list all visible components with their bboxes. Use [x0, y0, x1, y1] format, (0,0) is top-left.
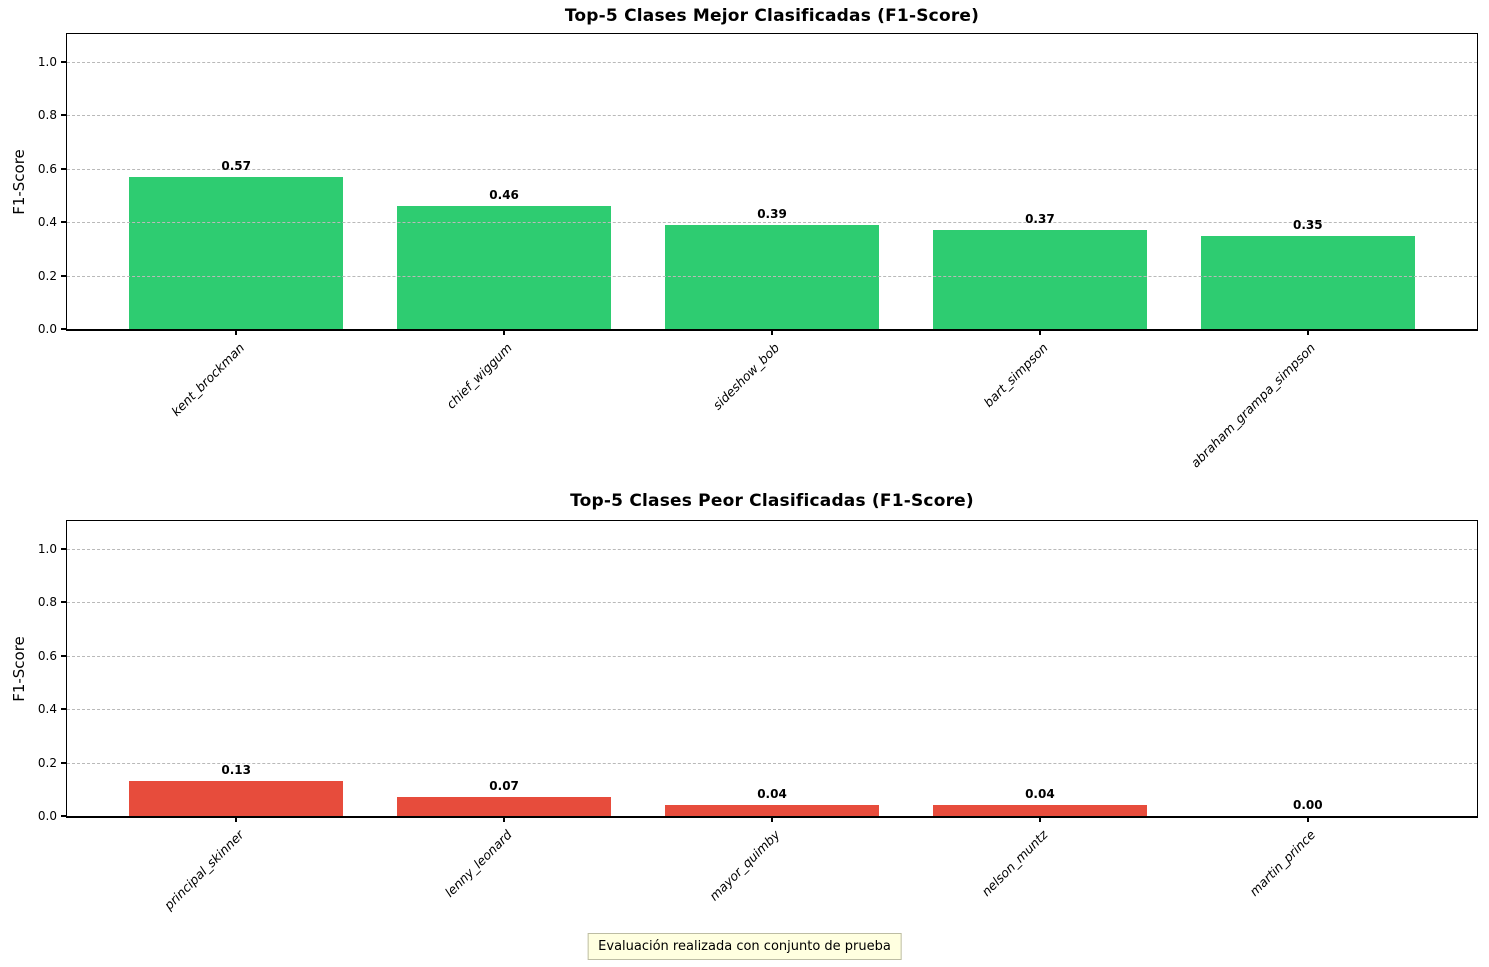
x-tick-mark [503, 329, 506, 335]
chart-top5-worst: Top-5 Clases Peor Clasificadas (F1-Score… [0, 487, 1489, 927]
y-tick-mark [61, 708, 67, 711]
y-tick-label: 0.2 [37, 755, 57, 770]
plot-area: 0.0 0.2 0.4 0.6 0.8 1.0 0.13 principal_skinner 0… [38, 520, 1478, 913]
y-tick-label: 0.8 [37, 595, 57, 610]
y-tick-mark [61, 61, 67, 64]
y-tick-label: 0.4 [37, 215, 57, 230]
footer-note: Evaluación realizada con conjunto de pru… [587, 933, 902, 960]
y-tick-mark [61, 167, 67, 170]
bar-value-label: 0.46 [489, 188, 519, 203]
gridline [67, 762, 1477, 764]
bar [1200, 235, 1415, 329]
bar [664, 224, 880, 329]
x-tick-mark [1038, 329, 1041, 335]
x-tick-mark [1038, 816, 1041, 822]
x-tick-label: martin_prince [1246, 827, 1319, 899]
bar-value-label: 0.04 [1025, 787, 1055, 802]
x-tick-label: bart_simpson [980, 340, 1051, 411]
y-axis-label: F1-Score [10, 149, 29, 215]
bar-value-label: 0.04 [757, 787, 787, 802]
bar-value-label: 0.35 [1292, 217, 1323, 232]
bar [129, 176, 344, 329]
bar [129, 781, 344, 816]
y-tick-label: 0.4 [37, 702, 57, 717]
chart-top5-best: Top-5 Clases Mejor Clasificadas (F1-Scor… [10, 6, 1478, 470]
gridline [67, 168, 1477, 170]
x-tick-mark [503, 816, 506, 822]
gridline [67, 655, 1477, 657]
y-tick-label: 0.0 [37, 322, 57, 336]
x-tick-label: lenny_leonard [441, 827, 515, 900]
gridline [67, 62, 1477, 64]
x-tick-label: mayor_quimby [706, 827, 783, 904]
x-tick-label: abraham_grampa_simpson [1188, 340, 1319, 471]
bar [932, 230, 1148, 329]
x-tick-label: kent_brockman [167, 340, 247, 419]
x-tick-label: sideshow_bob [709, 340, 783, 413]
bar [932, 805, 1148, 816]
y-tick-mark [61, 328, 67, 330]
x-tick-label: chief_wiggum [443, 340, 515, 412]
x-tick-mark [235, 816, 238, 822]
y-tick-mark [61, 548, 67, 551]
y-tick-label: 0.6 [37, 648, 57, 663]
y-tick-mark [61, 815, 67, 817]
y-tick-mark [61, 221, 67, 224]
x-tick-mark [235, 329, 238, 335]
y-tick-mark [61, 761, 67, 764]
y-tick-mark [61, 654, 67, 657]
gridline [67, 115, 1477, 117]
bar-value-label: 0.57 [221, 158, 251, 173]
y-tick-mark [61, 601, 67, 604]
chart-title: Top-5 Clases Peor Clasificadas (F1-Score… [570, 491, 974, 511]
chart-title: Top-5 Clases Mejor Clasificadas (F1-Scor… [564, 6, 980, 26]
bar [664, 805, 880, 816]
bar [396, 206, 612, 329]
y-tick-label: 0.2 [37, 268, 57, 283]
bar-value-label: 0.37 [1025, 212, 1055, 227]
y-tick-label: 0.6 [37, 161, 57, 176]
y-tick-mark [61, 114, 67, 117]
y-tick-label: 0.8 [37, 108, 57, 123]
gridline [67, 549, 1477, 551]
x-tick-label: principal_skinner [161, 827, 247, 913]
x-tick-mark [771, 816, 773, 822]
x-tick-mark [771, 329, 773, 335]
y-tick-label: 1.0 [37, 542, 57, 557]
bar-value-label: 0.13 [221, 763, 251, 778]
x-tick-mark [1306, 329, 1309, 335]
bar-value-label: 0.39 [757, 206, 787, 221]
bar-value-label: 0.07 [489, 779, 519, 794]
y-axis-label: F1-Score [10, 636, 29, 702]
y-tick-mark [61, 274, 67, 277]
gridline [67, 222, 1477, 224]
bar-value-label: 0.00 [1292, 798, 1323, 812]
y-tick-label: 0.0 [37, 809, 57, 823]
y-tick-label: 1.0 [37, 55, 57, 70]
x-tick-label: nelson_muntz [978, 827, 1051, 900]
gridline [67, 709, 1477, 711]
plot-area: 0.0 0.2 0.4 0.6 0.8 1.0 0.57 kent_brockman 0.46 c… [38, 33, 1478, 470]
x-tick-mark [1306, 816, 1309, 822]
gridline [67, 602, 1477, 604]
gridline [67, 275, 1477, 277]
bar [396, 797, 612, 816]
